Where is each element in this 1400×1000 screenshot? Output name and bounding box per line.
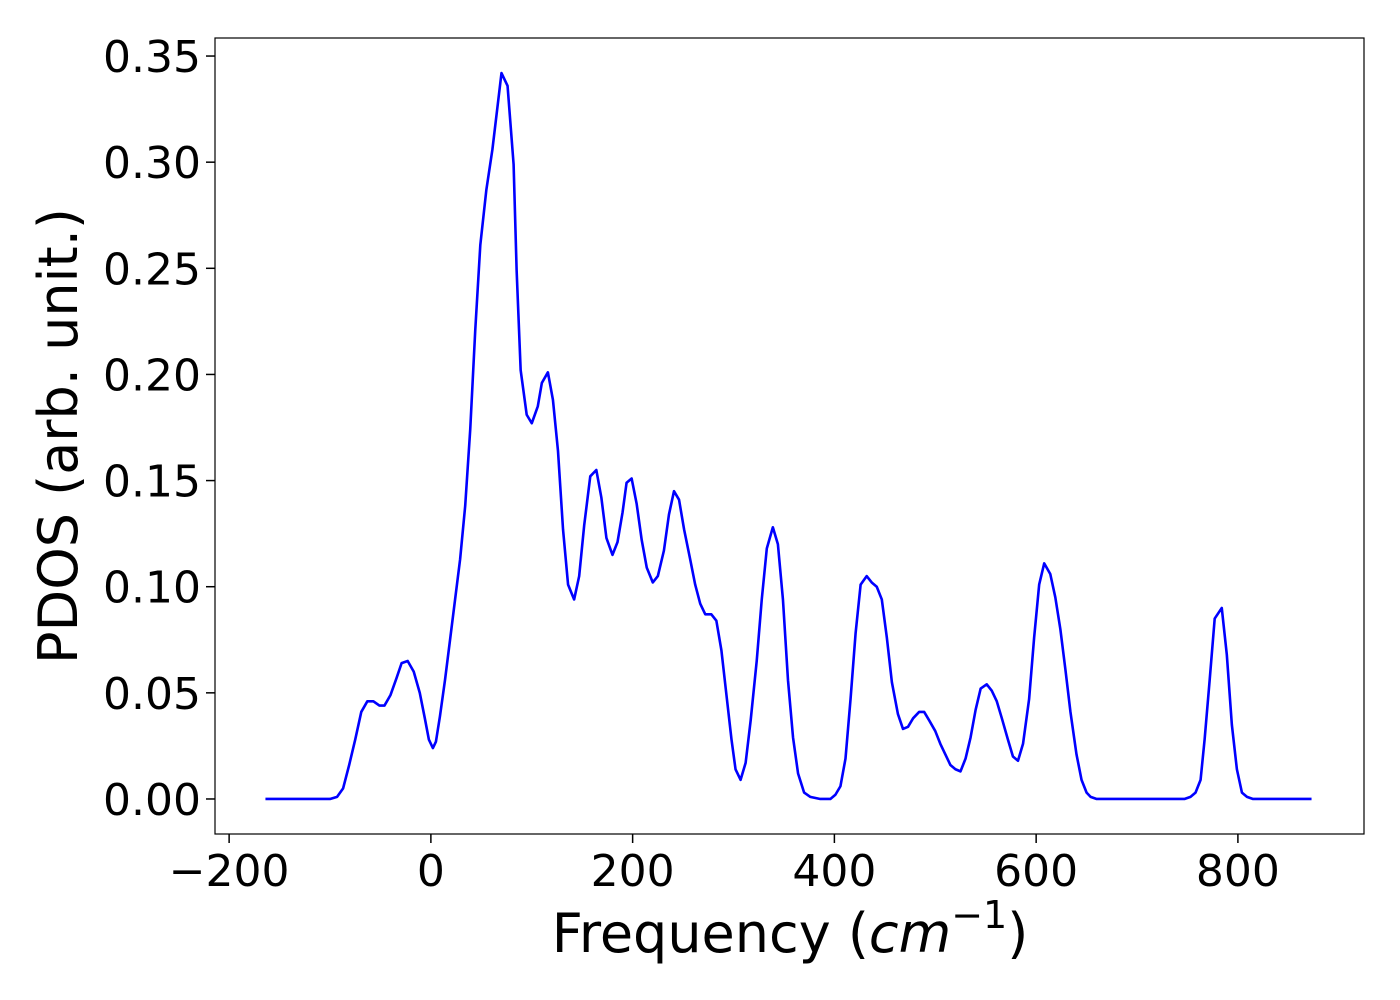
x-tick-label: 600 bbox=[994, 846, 1078, 897]
x-tick-label: 800 bbox=[1196, 846, 1280, 897]
y-tick-label: 0.15 bbox=[103, 457, 201, 508]
y-tick-label: 0.30 bbox=[103, 138, 201, 189]
x-tick-label: −200 bbox=[169, 846, 290, 897]
plot-frame bbox=[214, 37, 1365, 835]
x-label-part: ) bbox=[1007, 902, 1028, 965]
x-axis-label: Frequency (cm−1) bbox=[552, 893, 1029, 965]
x-label-part: −1 bbox=[951, 893, 1007, 937]
x-tick-label: 200 bbox=[591, 846, 675, 897]
y-tick-label: 0.20 bbox=[103, 350, 201, 401]
x-tick-label: 0 bbox=[417, 846, 445, 897]
x-label-part: Frequency ( bbox=[552, 902, 869, 965]
y-tick-label: 0.00 bbox=[103, 775, 201, 826]
x-label-part: cm bbox=[869, 902, 951, 965]
data-line bbox=[265, 71, 1312, 801]
y-tick-label: 0.25 bbox=[103, 244, 201, 295]
y-tick-label: 0.35 bbox=[103, 32, 201, 83]
y-tick-label: 0.05 bbox=[103, 669, 201, 720]
x-tick-label: 400 bbox=[792, 846, 876, 897]
y-tick-label: 0.10 bbox=[103, 563, 201, 614]
y-axis-label: PDOS (arb. unit.) bbox=[27, 208, 90, 664]
